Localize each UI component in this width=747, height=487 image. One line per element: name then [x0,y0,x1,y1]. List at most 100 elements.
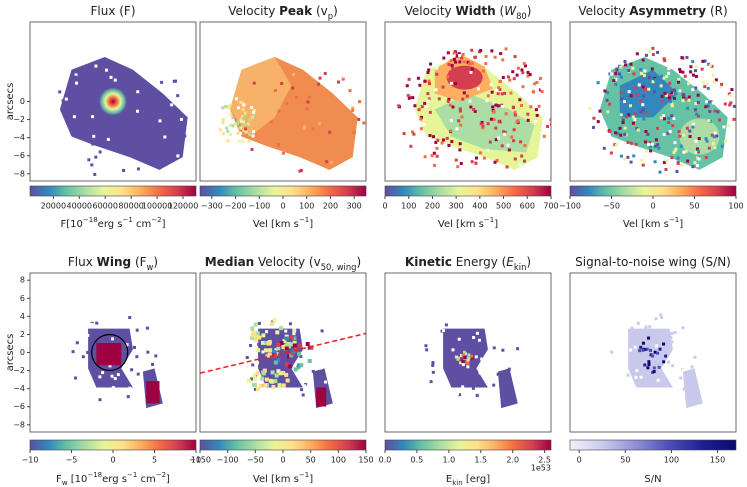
map-pixel [299,168,303,172]
map-pixel [719,85,723,89]
map-pixel [710,133,714,137]
map-pixel [442,329,446,333]
map-pixel [685,55,689,59]
map-pixel [523,64,527,68]
map-pixel [501,348,505,352]
map-pixel [442,138,446,142]
map-pixel [74,73,78,77]
map-region [96,342,122,366]
map-pixel [652,366,656,370]
map-pixel [472,335,476,339]
axes-frame [199,272,367,433]
map-pixel [645,353,649,357]
map-pixel [662,133,666,137]
map-pixel [309,345,314,350]
map-pixel [534,108,538,112]
colorbar-label: Vel [km s−1] [253,216,313,230]
map-pixel [715,134,719,138]
map-pixel [697,137,701,141]
map-pixel [631,357,635,361]
text-segment: ) [153,255,158,269]
map-pixel [457,54,461,58]
map-pixel [668,130,672,134]
text-segment: Energy ( [452,255,506,269]
map-pixel [651,371,655,375]
map-pixel [261,333,266,338]
map-pixel [298,169,302,173]
map-pixel [664,168,668,172]
colorbar-offset: 1e53 [531,464,551,473]
map-pixel [462,60,466,64]
map-pixel [614,82,618,86]
map-pixel [418,83,422,87]
map-pixel [310,320,314,324]
map-pixel [458,142,462,146]
map-pixel [459,363,463,367]
map-pixel [516,347,520,351]
map-pixel [101,371,105,375]
text-segment: −1 [299,471,309,479]
text-segment: ) [527,4,532,18]
map-pixel [74,75,78,79]
y-tick-label: 2 [20,330,25,339]
map-pixel [644,111,648,115]
map-pixel [513,113,517,117]
text-segment: w [62,479,68,487]
map-pixel [623,132,627,136]
map-pixel [688,129,692,133]
colorbar-tick-label: 2.0 [506,456,519,465]
map-pixel [522,73,526,77]
map-pixel [626,140,630,144]
map-pixel [546,132,550,136]
text-segment: Velocity [578,4,629,18]
text-segment: ) [333,4,338,18]
map-pixel [228,123,232,127]
colorbar-tick-label: −300 [201,202,223,211]
map-pixel [328,130,332,134]
map-pixel [654,317,658,321]
map-pixel [590,97,594,101]
map-pixel [727,124,731,128]
map-pixel [301,393,305,397]
map-pixel [501,73,505,77]
y-tick-label: −8 [13,169,25,178]
map-pixel [257,342,261,346]
map-pixel [257,335,262,340]
map-pixel [136,90,140,94]
map-pixel [651,80,655,84]
map-pixel [431,370,435,374]
map-pixel [639,99,643,103]
map-pixel [243,114,247,118]
map-pixel [109,75,113,79]
panel-title: Kinetic Energy (Ekin) [405,255,531,272]
map-pixel [265,320,269,324]
map-pixel [467,353,471,357]
map-pixel [694,69,698,73]
text-segment: S/N [644,474,661,485]
map-pixel [670,91,674,95]
map-pixel [450,140,454,144]
text-segment: Width [455,4,495,18]
text-segment: Vel [km s [438,219,484,230]
map-pixel [664,354,668,358]
map-pixel [554,114,557,117]
map-pixel [285,102,289,106]
map-pixel [419,127,423,131]
map-pixel [258,383,263,388]
colorbar-tick-label: 200 [425,202,440,211]
map-pixel [242,117,246,121]
map-pixel [254,337,259,342]
map-pixel [284,346,289,351]
map-pixel [241,114,245,118]
map-pixel [292,328,297,333]
map-pixel [100,79,104,83]
map-pixel [598,109,602,113]
map-pixel [277,383,282,388]
map-pixel [646,132,650,136]
map-pixel [730,88,734,92]
map-pixel [639,338,643,342]
map-pixel [681,61,685,65]
map-pixel [468,62,472,66]
map-pixel [118,75,122,79]
map-pixel [629,62,633,66]
